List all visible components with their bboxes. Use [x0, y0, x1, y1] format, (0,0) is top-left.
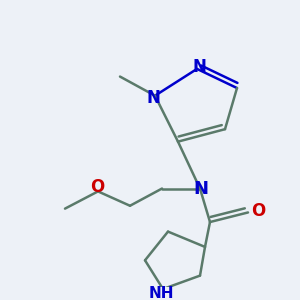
Text: N: N	[194, 179, 208, 197]
Text: N: N	[146, 88, 160, 106]
Text: O: O	[90, 178, 104, 196]
Text: O: O	[251, 202, 265, 220]
Text: NH: NH	[148, 286, 174, 300]
Text: N: N	[192, 58, 206, 76]
